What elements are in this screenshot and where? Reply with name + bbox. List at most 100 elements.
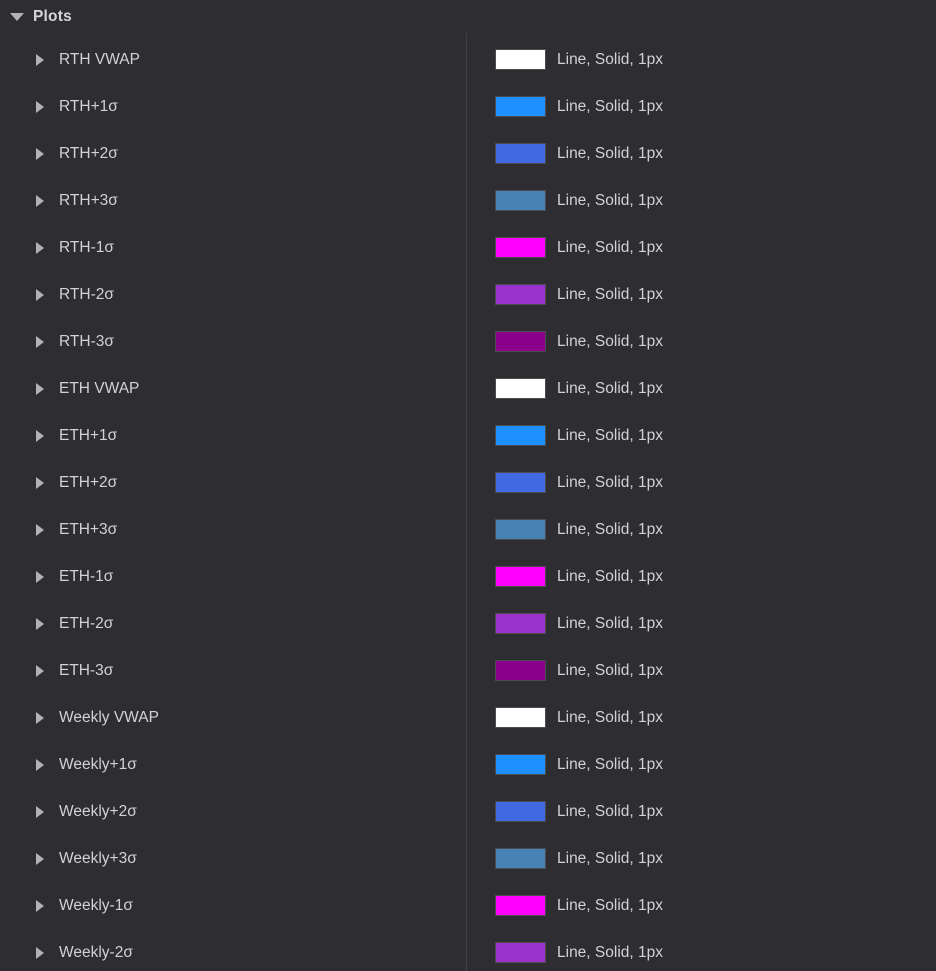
expand-triangle-icon[interactable] <box>36 570 44 583</box>
plot-row[interactable]: ETH VWAP Line, Solid, 1px <box>0 365 936 412</box>
expand-triangle-icon[interactable] <box>36 899 44 912</box>
plot-row[interactable]: ETH-3σ Line, Solid, 1px <box>0 647 936 694</box>
plot-row[interactable]: RTH-3σ Line, Solid, 1px <box>0 318 936 365</box>
expand-triangle-icon[interactable] <box>36 429 44 442</box>
color-swatch[interactable] <box>495 378 546 399</box>
color-swatch[interactable] <box>495 801 546 822</box>
color-swatch[interactable] <box>495 472 546 493</box>
plot-name[interactable]: ETH-3σ <box>59 661 114 679</box>
color-swatch[interactable] <box>495 754 546 775</box>
plot-row[interactable]: ETH+1σ Line, Solid, 1px <box>0 412 936 459</box>
plot-name[interactable]: Weekly+1σ <box>59 755 137 773</box>
plot-row[interactable]: Weekly+1σ Line, Solid, 1px <box>0 741 936 788</box>
plot-row[interactable]: ETH-2σ Line, Solid, 1px <box>0 600 936 647</box>
plot-row[interactable]: ETH+2σ Line, Solid, 1px <box>0 459 936 506</box>
plot-row[interactable]: Weekly-1σ Line, Solid, 1px <box>0 882 936 929</box>
plot-name[interactable]: RTH+3σ <box>59 191 118 209</box>
plot-row[interactable]: RTH+3σ Line, Solid, 1px <box>0 177 936 224</box>
color-swatch[interactable] <box>495 237 546 258</box>
line-style-label[interactable]: Line, Solid, 1px <box>557 97 663 115</box>
plot-name[interactable]: Weekly-1σ <box>59 896 133 914</box>
plot-row[interactable]: Weekly VWAP Line, Solid, 1px <box>0 694 936 741</box>
plot-name[interactable]: ETH-2σ <box>59 614 114 632</box>
plot-name[interactable]: RTH VWAP <box>59 50 140 68</box>
color-swatch[interactable] <box>495 566 546 587</box>
expand-triangle-icon[interactable] <box>36 523 44 536</box>
expand-triangle-icon[interactable] <box>36 100 44 113</box>
plot-row[interactable]: ETH-1σ Line, Solid, 1px <box>0 553 936 600</box>
line-style-label[interactable]: Line, Solid, 1px <box>557 943 663 961</box>
line-style-label[interactable]: Line, Solid, 1px <box>557 332 663 350</box>
line-style-label[interactable]: Line, Solid, 1px <box>557 896 663 914</box>
line-style-label[interactable]: Line, Solid, 1px <box>557 614 663 632</box>
line-style-label[interactable]: Line, Solid, 1px <box>557 191 663 209</box>
expand-triangle-icon[interactable] <box>36 382 44 395</box>
plot-name[interactable]: Weekly VWAP <box>59 708 159 726</box>
plot-name[interactable]: RTH-1σ <box>59 238 114 256</box>
expand-triangle-icon[interactable] <box>36 946 44 959</box>
color-swatch[interactable] <box>495 895 546 916</box>
color-swatch[interactable] <box>495 707 546 728</box>
color-swatch[interactable] <box>495 49 546 70</box>
line-style-label[interactable]: Line, Solid, 1px <box>557 708 663 726</box>
plot-row[interactable]: Weekly+2σ Line, Solid, 1px <box>0 788 936 835</box>
expand-triangle-icon[interactable] <box>36 852 44 865</box>
line-style-label[interactable]: Line, Solid, 1px <box>557 285 663 303</box>
plot-name[interactable]: RTH+1σ <box>59 97 118 115</box>
plot-row[interactable]: RTH-1σ Line, Solid, 1px <box>0 224 936 271</box>
color-swatch[interactable] <box>495 143 546 164</box>
plot-name[interactable]: ETH VWAP <box>59 379 140 397</box>
collapse-triangle-icon[interactable] <box>10 13 24 21</box>
plot-name[interactable]: ETH+2σ <box>59 473 118 491</box>
line-style-label[interactable]: Line, Solid, 1px <box>557 473 663 491</box>
line-style-label[interactable]: Line, Solid, 1px <box>557 144 663 162</box>
plot-name[interactable]: ETH+1σ <box>59 426 118 444</box>
plot-row[interactable]: ETH+3σ Line, Solid, 1px <box>0 506 936 553</box>
plot-name[interactable]: RTH-3σ <box>59 332 114 350</box>
expand-triangle-icon[interactable] <box>36 711 44 724</box>
line-style-label[interactable]: Line, Solid, 1px <box>557 520 663 538</box>
color-swatch[interactable] <box>495 942 546 963</box>
plot-name[interactable]: Weekly+2σ <box>59 802 137 820</box>
plot-row[interactable]: RTH+1σ Line, Solid, 1px <box>0 83 936 130</box>
plot-row[interactable]: Weekly+3σ Line, Solid, 1px <box>0 835 936 882</box>
color-swatch[interactable] <box>495 519 546 540</box>
plot-row[interactable]: RTH-2σ Line, Solid, 1px <box>0 271 936 318</box>
color-swatch[interactable] <box>495 848 546 869</box>
expand-triangle-icon[interactable] <box>36 758 44 771</box>
plot-row[interactable]: Weekly-2σ Line, Solid, 1px <box>0 929 936 971</box>
expand-triangle-icon[interactable] <box>36 194 44 207</box>
color-swatch[interactable] <box>495 96 546 117</box>
line-style-label[interactable]: Line, Solid, 1px <box>557 802 663 820</box>
color-swatch[interactable] <box>495 284 546 305</box>
color-swatch[interactable] <box>495 190 546 211</box>
expand-triangle-icon[interactable] <box>36 617 44 630</box>
plot-name[interactable]: Weekly+3σ <box>59 849 137 867</box>
color-swatch[interactable] <box>495 613 546 634</box>
line-style-label[interactable]: Line, Solid, 1px <box>557 755 663 773</box>
expand-triangle-icon[interactable] <box>36 335 44 348</box>
expand-triangle-icon[interactable] <box>36 476 44 489</box>
line-style-label[interactable]: Line, Solid, 1px <box>557 238 663 256</box>
expand-triangle-icon[interactable] <box>36 241 44 254</box>
line-style-label[interactable]: Line, Solid, 1px <box>557 567 663 585</box>
expand-triangle-icon[interactable] <box>36 147 44 160</box>
expand-triangle-icon[interactable] <box>36 805 44 818</box>
color-swatch[interactable] <box>495 425 546 446</box>
plot-name[interactable]: Weekly-2σ <box>59 943 133 961</box>
color-swatch[interactable] <box>495 331 546 352</box>
plot-row[interactable]: RTH VWAP Line, Solid, 1px <box>0 36 936 83</box>
plot-name[interactable]: RTH+2σ <box>59 144 118 162</box>
plots-section-header[interactable]: Plots <box>0 0 936 34</box>
plot-row[interactable]: RTH+2σ Line, Solid, 1px <box>0 130 936 177</box>
color-swatch[interactable] <box>495 660 546 681</box>
line-style-label[interactable]: Line, Solid, 1px <box>557 379 663 397</box>
expand-triangle-icon[interactable] <box>36 53 44 66</box>
expand-triangle-icon[interactable] <box>36 288 44 301</box>
line-style-label[interactable]: Line, Solid, 1px <box>557 661 663 679</box>
expand-triangle-icon[interactable] <box>36 664 44 677</box>
plot-name[interactable]: ETH-1σ <box>59 567 114 585</box>
plot-name[interactable]: RTH-2σ <box>59 285 114 303</box>
line-style-label[interactable]: Line, Solid, 1px <box>557 50 663 68</box>
plot-name[interactable]: ETH+3σ <box>59 520 118 538</box>
